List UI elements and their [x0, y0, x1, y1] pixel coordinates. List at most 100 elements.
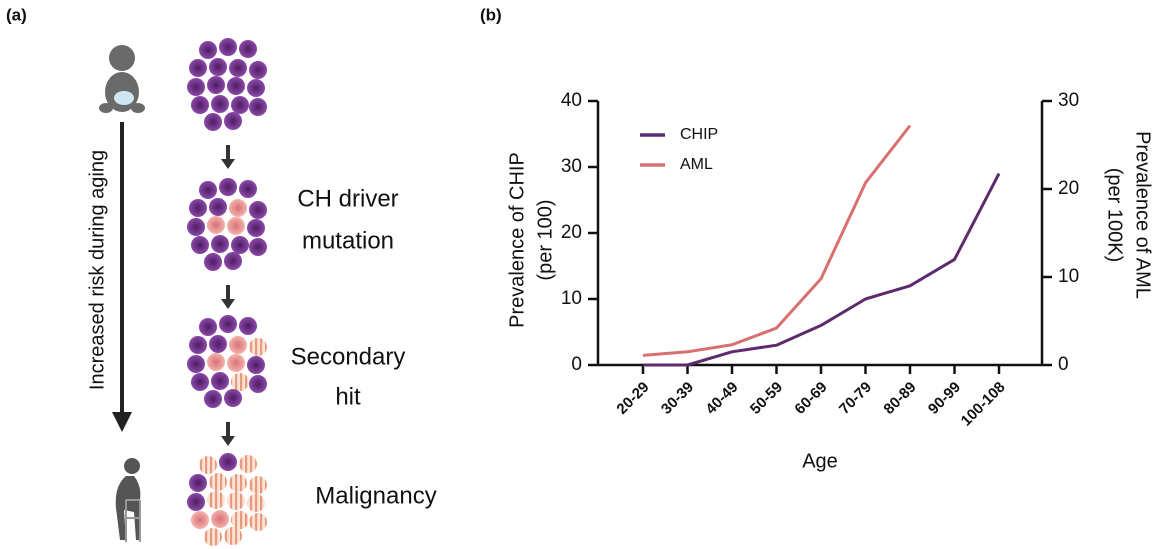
cell	[219, 315, 237, 333]
cell	[189, 474, 207, 492]
step-arrowhead	[221, 299, 235, 309]
cell	[227, 217, 245, 235]
cell	[239, 317, 257, 335]
y-tick-label: 30	[561, 156, 582, 177]
cell	[211, 510, 229, 528]
cell	[249, 513, 267, 531]
cell	[247, 79, 265, 97]
cell	[239, 40, 257, 58]
baby-icon	[99, 45, 145, 113]
cell	[189, 199, 207, 217]
cell	[231, 236, 249, 254]
x-tick-label: 80-89	[880, 379, 919, 418]
cell	[191, 96, 209, 114]
legend-label: AML	[680, 156, 713, 173]
cell	[249, 338, 267, 356]
cell	[239, 455, 257, 473]
cell	[227, 492, 245, 510]
y-tick-label: 20	[561, 222, 582, 243]
series-line	[643, 172, 1001, 367]
y2-tick-label: 0	[1058, 354, 1069, 375]
stage-label: CH driver	[297, 185, 398, 212]
series-line	[642, 124, 912, 357]
cell	[227, 77, 245, 95]
x-axis-title: Age	[802, 450, 838, 472]
cell	[211, 235, 229, 253]
x-tick-label: 20-29	[613, 379, 652, 418]
stage-label: Secondary	[291, 343, 406, 370]
cell	[229, 336, 247, 354]
x-tick-label: 100-108	[958, 379, 1009, 430]
cell	[247, 356, 265, 374]
cell	[209, 198, 227, 216]
cell	[229, 59, 247, 77]
cell	[224, 252, 242, 270]
cell	[191, 236, 209, 254]
cell	[207, 216, 225, 234]
y-axis-title: (per 100)	[534, 199, 556, 280]
y2-axis-title: (per 100K)	[1104, 168, 1126, 263]
cell	[249, 375, 267, 393]
x-tick-label: 70-79	[836, 379, 875, 418]
x-tick-label: 90-99	[925, 379, 964, 418]
cell	[199, 456, 217, 474]
stage-label: hit	[335, 383, 361, 410]
cell	[224, 389, 242, 407]
cell	[249, 98, 267, 116]
cell	[231, 511, 249, 529]
cell	[209, 58, 227, 76]
cell	[227, 354, 245, 372]
cell	[219, 453, 237, 471]
x-tick-label: 60-69	[791, 379, 830, 418]
cell	[199, 318, 217, 336]
cell	[249, 201, 267, 219]
x-tick-label: 40-49	[702, 379, 741, 418]
step-arrowhead	[221, 436, 235, 446]
arrow-label: Increased risk during aging	[86, 150, 108, 390]
cell	[211, 95, 229, 113]
cell	[247, 219, 265, 237]
cell	[207, 491, 225, 509]
cell	[199, 41, 217, 59]
cell	[224, 527, 242, 545]
risk-arrowhead	[112, 412, 132, 432]
cell	[189, 59, 207, 77]
cell	[199, 181, 217, 199]
cell	[187, 493, 205, 511]
x-tick-label: 50-59	[747, 379, 786, 418]
cell	[191, 373, 209, 391]
y2-tick-label: 10	[1058, 266, 1079, 287]
cell	[249, 476, 267, 494]
panel-label: (a)	[6, 5, 27, 24]
cell	[209, 335, 227, 353]
cell	[204, 113, 222, 131]
legend-label: CHIP	[680, 126, 718, 143]
cell	[204, 528, 222, 546]
cell	[239, 180, 257, 198]
cell	[224, 112, 242, 130]
y-axis-title: Prevalence of CHIP	[506, 152, 528, 328]
cell	[229, 474, 247, 492]
cell	[187, 218, 205, 236]
cell	[189, 336, 207, 354]
cell	[207, 76, 225, 94]
cell	[187, 78, 205, 96]
cell	[249, 61, 267, 79]
y-tick-label: 0	[571, 354, 582, 375]
stage-label: Malignancy	[315, 482, 436, 509]
cell	[209, 473, 227, 491]
panel-label: (b)	[480, 5, 502, 24]
cell	[204, 253, 222, 271]
elderly-icon	[115, 458, 141, 542]
cell	[207, 353, 225, 371]
y2-tick-label: 30	[1058, 90, 1079, 111]
step-arrowhead	[221, 159, 235, 169]
y-tick-label: 40	[561, 90, 582, 111]
cell	[219, 178, 237, 196]
cell	[211, 372, 229, 390]
y-tick-label: 10	[561, 288, 582, 309]
cell	[204, 390, 222, 408]
cell	[187, 355, 205, 373]
y2-tick-label: 20	[1058, 178, 1079, 199]
